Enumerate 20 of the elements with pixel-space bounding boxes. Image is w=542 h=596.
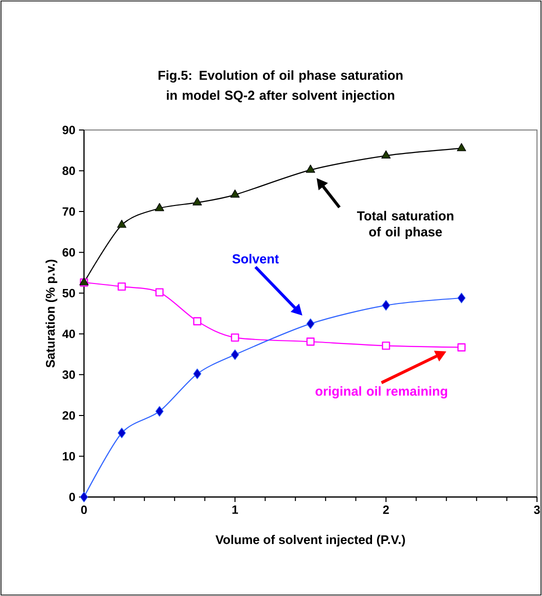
text: original oil remaining bbox=[316, 386, 448, 398]
x-tick-label: 0 bbox=[81, 506, 87, 514]
chart-title: Fig.5: Evolution of oil phase saturation in model SQ-2 after solvent injection bbox=[158, 70, 402, 102]
text: Solvent bbox=[232, 254, 279, 264]
y-tick-label: 0 bbox=[69, 492, 75, 502]
x-tick-label: 1 bbox=[232, 506, 238, 514]
y-tick-label: 90 bbox=[62, 126, 75, 134]
x-axis-title: Volume of solvent injected (P.V.) bbox=[216, 534, 405, 547]
y-tick-label: 80 bbox=[62, 166, 75, 176]
text: Total saturation of oil phase bbox=[357, 210, 454, 240]
y-tick-label: 20 bbox=[62, 411, 75, 420]
y-tick-label: 10 bbox=[62, 452, 75, 460]
y-tick-label: 50 bbox=[62, 288, 75, 298]
y-axis-title: Saturation (% p.v.) bbox=[46, 260, 58, 368]
y-tick-label: 70 bbox=[62, 207, 75, 216]
x-tick-label: 2 bbox=[383, 506, 389, 514]
y-tick-label: 40 bbox=[62, 330, 75, 338]
y-tick-label: 60 bbox=[62, 248, 75, 257]
x-tick-label: 3 bbox=[534, 506, 540, 514]
y-tick-label: 30 bbox=[62, 370, 75, 379]
